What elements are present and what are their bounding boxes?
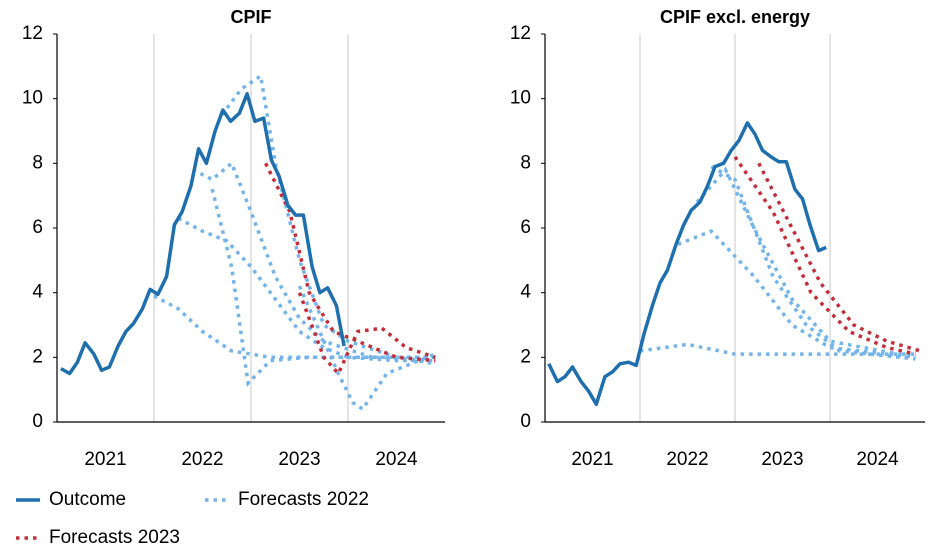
forecast-line (757, 162, 921, 353)
forecast-line (677, 229, 916, 360)
forecast-line (695, 166, 916, 360)
y-tick-label: 4 (32, 282, 43, 303)
y-tick-label: 2 (520, 346, 531, 367)
y-tick-label: 2 (32, 346, 43, 367)
x-tick-label: 2021 (84, 449, 126, 470)
y-tick-label: 4 (520, 282, 531, 303)
y-tick-label: 6 (32, 217, 43, 238)
legend-label: Outcome (49, 489, 126, 510)
forecast-line (639, 342, 916, 356)
forecast-line (264, 162, 436, 363)
forecast-line (192, 160, 436, 363)
forecast-line (297, 285, 436, 412)
y-tick-label: 0 (520, 411, 531, 432)
y-tick-label: 8 (32, 152, 43, 173)
x-tick-label: 2024 (856, 449, 899, 470)
chart-title: CPIF excl. energy (660, 7, 810, 27)
x-tick-label: 2021 (571, 449, 613, 470)
outcome-line (60, 92, 346, 376)
y-tick-label: 0 (32, 411, 43, 432)
x-tick-label: 2023 (761, 449, 803, 470)
outcome-line (547, 121, 827, 406)
y-tick-label: 10 (510, 88, 531, 109)
y-tick-label: 6 (520, 217, 531, 238)
forecast-line (220, 73, 436, 366)
legend-label: Forecasts 2023 (49, 527, 180, 548)
forecast-line (177, 216, 436, 363)
forecast-line (733, 155, 916, 356)
y-tick-label: 10 (22, 88, 43, 109)
x-tick-label: 2022 (666, 449, 708, 470)
forecast-line (210, 188, 436, 387)
chart-title: CPIF (230, 7, 271, 27)
legend-label: Forecasts 2022 (238, 489, 369, 510)
forecast-line (297, 292, 436, 377)
y-tick-label: 8 (520, 152, 531, 173)
x-tick-label: 2023 (278, 449, 320, 470)
x-tick-label: 2022 (181, 449, 223, 470)
y-tick-label: 12 (510, 23, 531, 44)
x-tick-label: 2024 (375, 449, 418, 470)
y-tick-label: 12 (22, 23, 43, 44)
